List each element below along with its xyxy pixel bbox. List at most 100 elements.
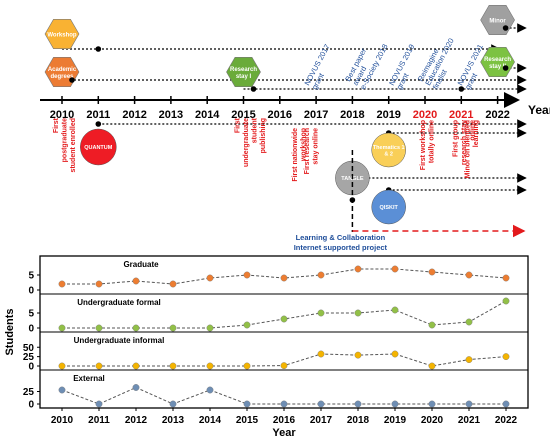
bottom-annotation-minor-on-blended-learning: Minor on blended learning xyxy=(464,120,480,178)
timeline-year-2022: 2022 xyxy=(485,109,509,121)
data-point-external-2020 xyxy=(428,400,436,408)
data-point-graduate-2022 xyxy=(502,274,510,282)
data-point-undergraduate-formal-2021 xyxy=(465,318,473,326)
hexagon-label-research-stay-i: Research xyxy=(230,67,257,73)
data-point-external-2018 xyxy=(354,400,362,408)
bottom-annotation-line: publishing xyxy=(260,118,267,153)
bottom-annotation-line: learning xyxy=(473,120,480,147)
bottom-annotation-line: undergraduate xyxy=(243,118,250,167)
data-point-graduate-2010 xyxy=(58,280,66,288)
data-point-undergraduate-informal-2020 xyxy=(428,362,436,370)
project-label-line-1: Learning & Collaboration xyxy=(296,233,386,242)
hexagon-label-research-stay-ii: Research xyxy=(484,57,511,63)
data-point-graduate-2013 xyxy=(169,280,177,288)
data-point-undergraduate-informal-2011 xyxy=(95,362,103,370)
x-tick-label-2013: 2013 xyxy=(162,415,185,426)
data-point-external-2010 xyxy=(58,386,66,394)
data-point-external-2021 xyxy=(465,400,473,408)
hexagon-label-minor: Minor xyxy=(489,19,506,25)
series-title-graduate: Graduate xyxy=(123,260,159,269)
data-point-undergraduate-informal-2018 xyxy=(354,351,362,359)
timeline-dot-9 xyxy=(458,86,465,92)
data-point-undergraduate-formal-2011 xyxy=(95,324,103,332)
data-point-undergraduate-formal-2020 xyxy=(428,321,436,329)
data-point-external-2014 xyxy=(206,386,214,394)
timeline-dot-4 xyxy=(502,65,509,71)
data-point-external-2016 xyxy=(280,400,288,408)
x-tick-label-2011: 2011 xyxy=(88,415,110,426)
timeline-year-2010: 2010 xyxy=(50,109,74,121)
data-point-graduate-2011 xyxy=(95,280,103,288)
timeline-year-2011: 2011 xyxy=(86,109,110,121)
series-title-undergraduate-formal: Undergraduate formal xyxy=(77,298,161,307)
data-point-undergraduate-formal-2014 xyxy=(206,324,214,332)
timeline-dot-1 xyxy=(69,77,75,83)
bottom-annotation-first-nationwide-workshop: First nationwide workshop xyxy=(292,128,308,182)
timeline-year-2012: 2012 xyxy=(122,109,146,121)
y-tick-label-external: 25 xyxy=(23,387,35,398)
hexagon-label-workshop: Workshop xyxy=(47,33,77,39)
circle-label-thematics-1-2: & 2 xyxy=(384,151,393,157)
y-tick-label-undergraduate-informal: 50 xyxy=(23,343,35,354)
data-point-undergraduate-informal-2022 xyxy=(502,353,510,361)
bottom-annotation-line: First research xyxy=(304,128,311,174)
data-point-graduate-2018 xyxy=(354,265,362,273)
x-tick-label-2014: 2014 xyxy=(199,415,222,426)
series-title-undergraduate-informal: Undergraduate informal xyxy=(74,336,165,345)
x-tick-label-2020: 2020 xyxy=(421,415,444,426)
series-title-external: External xyxy=(73,374,105,383)
data-point-undergraduate-formal-2018 xyxy=(354,309,362,317)
x-tick-label-2022: 2022 xyxy=(495,415,518,426)
bottom-annotation-line: student enrolled xyxy=(70,118,77,172)
hexagon-label-research-stay-i: stay I xyxy=(236,74,252,80)
circle-qiskit xyxy=(371,189,406,225)
timeline-year-2015: 2015 xyxy=(231,109,255,121)
data-point-undergraduate-informal-2010 xyxy=(58,362,66,370)
data-point-undergraduate-informal-2014 xyxy=(206,362,214,370)
data-point-undergraduate-formal-2022 xyxy=(502,297,510,305)
timeline-diagram: 2010 2011 2012 2013 2014 2015 2016 2017 2018 2019… xyxy=(40,5,550,252)
bottom-annotation-line: research stay xyxy=(461,120,468,165)
x-tick-label-2019: 2019 xyxy=(384,415,407,426)
y-tick-label-undergraduate-formal: 5 xyxy=(28,309,34,320)
timeline-dot-5 xyxy=(95,121,102,127)
x-tick-label-2012: 2012 xyxy=(125,415,148,426)
data-point-undergraduate-informal-2015 xyxy=(243,362,251,370)
bottom-annotation-line: totally online xyxy=(429,120,436,163)
y-tick-label-graduate: 0 xyxy=(28,286,34,297)
bottom-annotation-first-undergraduate-student-publishing: First undergraduate student publishing xyxy=(235,117,268,167)
data-point-graduate-2017 xyxy=(317,271,325,279)
bottom-annotation-line: First xyxy=(53,117,60,133)
bottom-annotation-first-workshop-totally-online: First workshop totally online xyxy=(420,120,436,170)
hexagon-label-academic-degrees: Academic xyxy=(48,67,77,73)
data-point-external-2019 xyxy=(391,400,399,408)
bottom-annotation-line: First xyxy=(235,117,242,133)
timeline-year-2021: 2021 xyxy=(449,109,473,121)
data-point-undergraduate-formal-2012 xyxy=(132,324,140,332)
project-label-line-2: Internet supported project xyxy=(294,243,388,252)
data-point-graduate-2020 xyxy=(428,268,436,276)
data-point-graduate-2012 xyxy=(132,277,140,285)
data-point-undergraduate-informal-2012 xyxy=(132,362,140,370)
circle-label-qiskit: QISKIT xyxy=(380,205,399,211)
timeline-dot-2 xyxy=(250,86,257,92)
x-tick-label-2018: 2018 xyxy=(347,415,370,426)
data-point-undergraduate-informal-2016 xyxy=(280,362,288,370)
bottom-annotation-first-research-stay-online: First research stay online xyxy=(304,128,320,174)
x-tick-label-2016: 2016 xyxy=(273,415,296,426)
data-point-undergraduate-informal-2021 xyxy=(465,356,473,364)
y-axis-label: Students xyxy=(4,308,16,355)
data-point-graduate-2016 xyxy=(280,274,288,282)
circle-label-thematics-1-2: Thematics 1 xyxy=(373,145,405,151)
data-point-external-2012 xyxy=(132,384,140,391)
timeline-dot-3 xyxy=(502,25,509,31)
data-point-undergraduate-formal-2016 xyxy=(280,315,288,323)
x-tick-label-2017: 2017 xyxy=(310,415,333,426)
timeline-year-2013: 2013 xyxy=(159,109,183,121)
bottom-annotation-line: First nationwide xyxy=(292,128,299,182)
y-tick-label-graduate: 5 xyxy=(28,271,34,282)
